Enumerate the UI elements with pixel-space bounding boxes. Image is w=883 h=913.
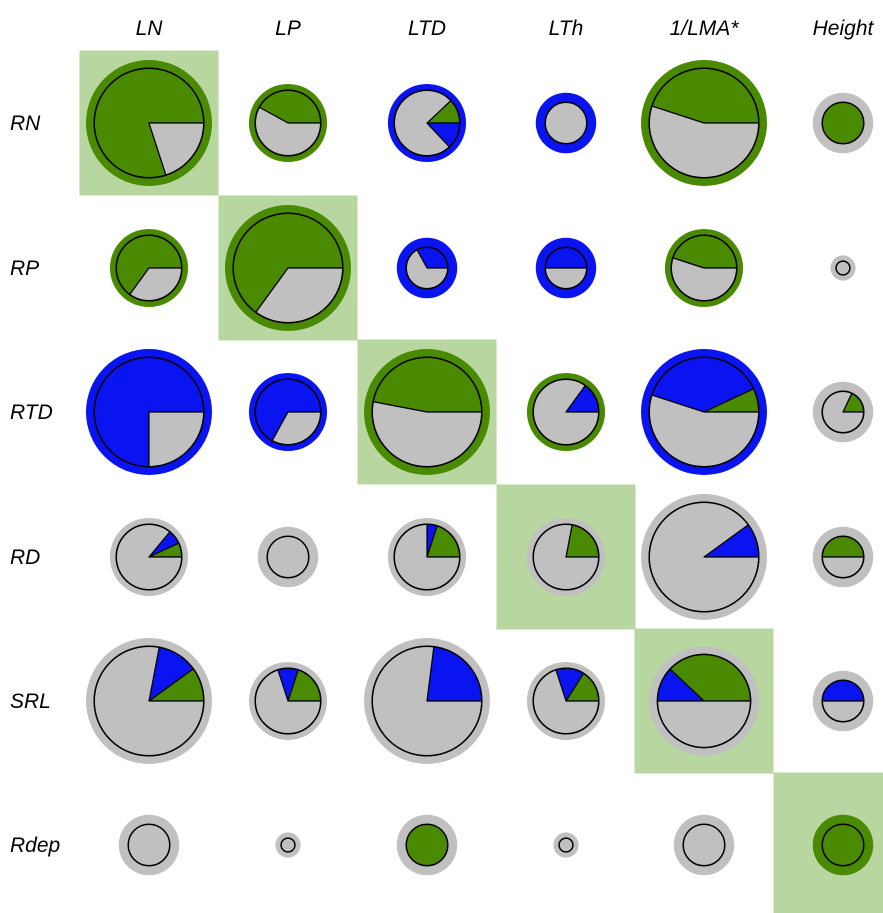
pie-wedge <box>426 646 483 702</box>
pie-wedge <box>266 535 310 579</box>
pie-cell <box>812 92 874 154</box>
pie-cell <box>526 372 606 452</box>
pie-wedge <box>558 837 574 853</box>
pie-cell <box>86 349 212 475</box>
pie-cell <box>641 494 767 620</box>
pie-outline <box>532 523 600 591</box>
pie-cell <box>641 349 767 475</box>
pie-cell <box>109 228 189 308</box>
pie-cell <box>553 832 579 858</box>
row-label: RTD <box>10 401 53 424</box>
pie-outline <box>115 523 183 591</box>
column-label: LP <box>275 17 301 40</box>
pie-cell <box>812 526 874 588</box>
column-label: LTD <box>408 17 446 40</box>
row-label: SRL <box>10 690 51 713</box>
pie-cell <box>812 381 874 443</box>
row-label: Rdep <box>10 834 60 857</box>
pie-cell <box>396 237 458 299</box>
pie-cell <box>812 814 874 876</box>
pie-cell <box>118 814 180 876</box>
pie-cell <box>526 517 606 597</box>
column-label: 1/LMA* <box>670 17 740 40</box>
pie-cell <box>109 517 189 597</box>
pie-cell <box>86 60 212 186</box>
pie-outline <box>670 234 738 302</box>
pie-outline <box>821 390 865 434</box>
pie-cell <box>535 92 597 154</box>
pie-outline <box>93 645 205 757</box>
pie-cell <box>664 228 744 308</box>
pie-cell <box>248 83 328 163</box>
pie-outline <box>371 356 483 468</box>
row-labels: RN RP RTD RD SRL Rdep <box>10 112 60 857</box>
pie-cell <box>830 255 856 281</box>
pie-cell <box>86 638 212 764</box>
pie-outline <box>254 378 322 446</box>
pie-outline <box>393 523 461 591</box>
row-label: RD <box>10 546 40 569</box>
pie-outline <box>93 67 205 179</box>
pie-cell <box>396 814 458 876</box>
pie-cell <box>535 237 597 299</box>
diagonal-highlights <box>79 50 883 913</box>
pie-wedge <box>821 823 865 867</box>
pie-outline <box>648 356 760 468</box>
pie-cell <box>248 372 328 452</box>
pie-outline <box>232 212 344 324</box>
pie-outline <box>115 234 183 302</box>
pie-outline <box>648 501 760 613</box>
row-label: RP <box>10 257 39 280</box>
pie-outline <box>393 89 461 157</box>
pie-cell <box>673 814 735 876</box>
pie-cell <box>641 60 767 186</box>
pie-cell <box>248 661 328 741</box>
pie-cell <box>387 83 467 163</box>
pie-wedge <box>544 101 588 145</box>
pie-outline <box>532 378 600 446</box>
pie-outline <box>371 645 483 757</box>
pie-outline <box>821 679 865 723</box>
pie-outline <box>254 89 322 157</box>
pie-wedge <box>682 823 726 867</box>
pie-cells <box>86 60 874 876</box>
pie-outline <box>405 246 449 290</box>
pie-wedge <box>148 411 205 468</box>
pie-wedge <box>821 101 865 145</box>
column-label: LTh <box>549 17 584 40</box>
pie-wedge <box>405 823 449 867</box>
pie-cell <box>526 661 606 741</box>
pie-outline <box>254 667 322 735</box>
pie-cell <box>257 526 319 588</box>
pie-outline <box>648 67 760 179</box>
pie-cell <box>812 670 874 732</box>
pie-outline <box>544 246 588 290</box>
pie-cell <box>364 349 490 475</box>
pie-outline <box>532 667 600 735</box>
pie-cell <box>275 832 301 858</box>
column-labels: LN LP LTD LTh 1/LMA* Height <box>136 17 875 40</box>
column-label: LN <box>136 17 164 40</box>
column-label: Height <box>813 17 875 40</box>
pie-cell <box>649 646 759 756</box>
pie-outline <box>821 535 865 579</box>
pie-wedge <box>127 823 171 867</box>
pie-wedge <box>280 837 296 853</box>
row-label: RN <box>10 112 41 135</box>
pie-cell <box>225 205 351 331</box>
pie-cell <box>387 517 467 597</box>
pie-outline <box>656 653 752 749</box>
pie-wedge <box>835 260 851 276</box>
pie-cell <box>364 638 490 764</box>
pie-outline <box>93 356 205 468</box>
